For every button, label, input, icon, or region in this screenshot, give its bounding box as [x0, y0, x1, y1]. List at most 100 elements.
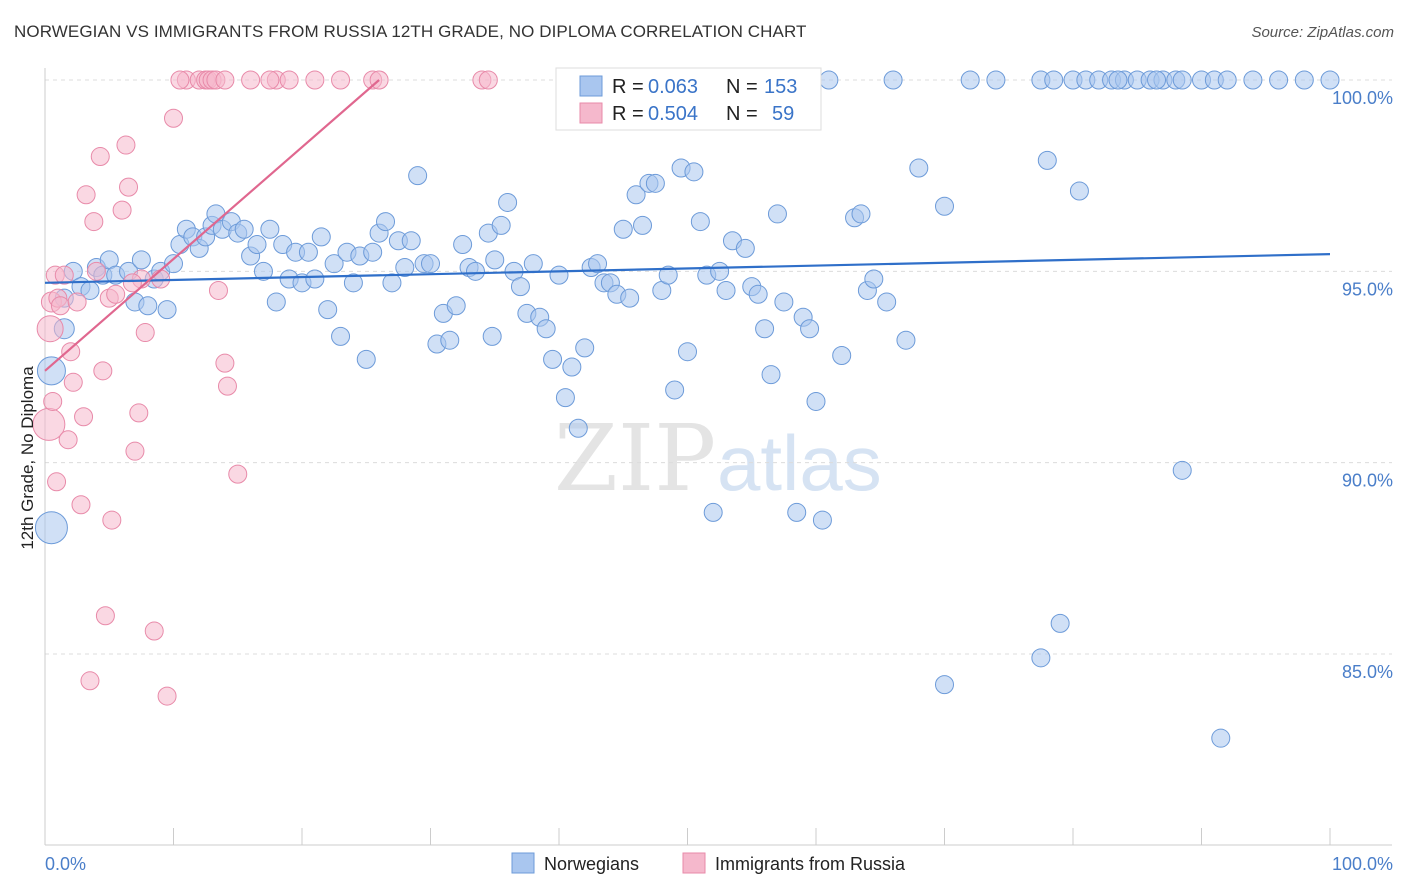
norwegians-point [482, 326, 502, 346]
legend-r-label-2: R = [612, 103, 644, 125]
norwegians-point [34, 511, 68, 545]
norwegians-point [36, 356, 66, 386]
norwegians-point [633, 215, 653, 235]
y-axis-label: 12th Grade, No Diploma [18, 366, 37, 550]
norwegians-point [665, 380, 685, 400]
russia-point [331, 70, 351, 90]
norwegians-point [774, 292, 794, 312]
norwegians-point [767, 204, 787, 224]
norwegians-point [440, 330, 460, 350]
stats-legend: R = 0.063 N = 153 R = 0.504 N = 59 [555, 67, 822, 131]
norwegians-point [298, 242, 318, 262]
russia-point [208, 280, 228, 300]
norwegians-point [761, 365, 781, 385]
norwegians-point [311, 227, 331, 247]
norwegians-point [363, 242, 383, 262]
y-tick-label: 85.0% [1342, 662, 1393, 682]
russia-point [241, 70, 261, 90]
russia-point [93, 361, 113, 381]
norwegians-point [247, 235, 267, 255]
norwegians-point [575, 338, 595, 358]
norwegians-point [568, 418, 588, 438]
russia-point [90, 147, 110, 167]
norwegians-point [716, 280, 736, 300]
norwegians-point [401, 231, 421, 251]
norwegians-point [446, 296, 466, 316]
russia-point [122, 273, 142, 293]
russia-point [86, 261, 106, 281]
norwegians-point [1294, 70, 1314, 90]
russia-point [74, 407, 94, 427]
norwegians-point [864, 269, 884, 289]
legend-swatch-norwegians [579, 75, 603, 97]
legend-n-value-2: 59 [772, 103, 794, 125]
norwegians-point [883, 70, 903, 90]
bottom-legend-swatch-norwegians [511, 852, 535, 874]
legend-r-value-1: 0.063 [648, 76, 698, 98]
norwegians-point [408, 166, 428, 186]
russia-point [76, 185, 96, 205]
x-tick-label: 0.0% [45, 854, 86, 874]
y-tick-label: 95.0% [1342, 279, 1393, 299]
legend-r-value-2: 0.504 [648, 103, 698, 125]
axes [44, 68, 1392, 846]
norwegians-point [1269, 70, 1289, 90]
norwegians-point [465, 261, 485, 281]
russia-point [80, 671, 100, 691]
norwegians-point [1172, 70, 1192, 90]
trend-lines [44, 79, 1331, 372]
norwegians-point [555, 388, 575, 408]
series-legend: Norwegians Immigrants from Russia [511, 852, 906, 874]
norwegians-point [588, 254, 608, 274]
norwegians-point [626, 185, 646, 205]
norwegians-point [260, 219, 280, 239]
russia-point [112, 200, 132, 220]
russia-point [157, 686, 177, 706]
y-tick-label: 90.0% [1342, 471, 1393, 491]
russia-point [151, 269, 171, 289]
russia-point [129, 403, 149, 423]
legend-n-label-2: N = [726, 103, 758, 125]
norwegians-point [253, 261, 273, 281]
norwegians-point [138, 296, 158, 316]
norwegians-trend-line [44, 253, 1331, 284]
norwegians-point [613, 219, 633, 239]
legend-n-label-1: N = [726, 76, 758, 98]
norwegians-point [382, 273, 402, 293]
norwegians-point [748, 284, 768, 304]
norwegians-point [549, 265, 569, 285]
russia-point [217, 376, 237, 396]
norwegians-point [684, 162, 704, 182]
norwegians-point [331, 326, 351, 346]
norwegians-point [1044, 70, 1064, 90]
data-points [32, 70, 1340, 748]
russia-point [119, 177, 139, 197]
norwegians-point [157, 300, 177, 320]
russia-point [43, 391, 63, 411]
norwegians-point [376, 212, 396, 232]
norwegians-point [1211, 728, 1231, 748]
norwegians-point [1147, 70, 1167, 90]
norwegians-point [960, 70, 980, 90]
russia-point [67, 292, 87, 312]
russia-point [58, 430, 78, 450]
gridlines [45, 79, 1392, 655]
norwegians-point [877, 292, 897, 312]
y-tick-label: 100.0% [1332, 88, 1393, 108]
norwegians-point [536, 319, 556, 339]
norwegians-point [1243, 70, 1263, 90]
norwegians-point [485, 250, 505, 270]
norwegians-point [819, 70, 839, 90]
norwegians-point [1031, 648, 1051, 668]
tick-labels: 100.0% 95.0% 90.0% 85.0% 0.0% 100.0% [45, 88, 1393, 874]
legend-swatch-russia [579, 102, 603, 124]
russia-point [106, 284, 126, 304]
norwegians-point [735, 238, 755, 258]
norwegians-point [620, 288, 640, 308]
russia-point [164, 108, 183, 128]
norwegians-point [658, 265, 678, 285]
norwegians-point [806, 391, 826, 411]
norwegians-point [562, 357, 582, 377]
russia-point [279, 70, 299, 90]
norwegians-point [343, 273, 363, 293]
